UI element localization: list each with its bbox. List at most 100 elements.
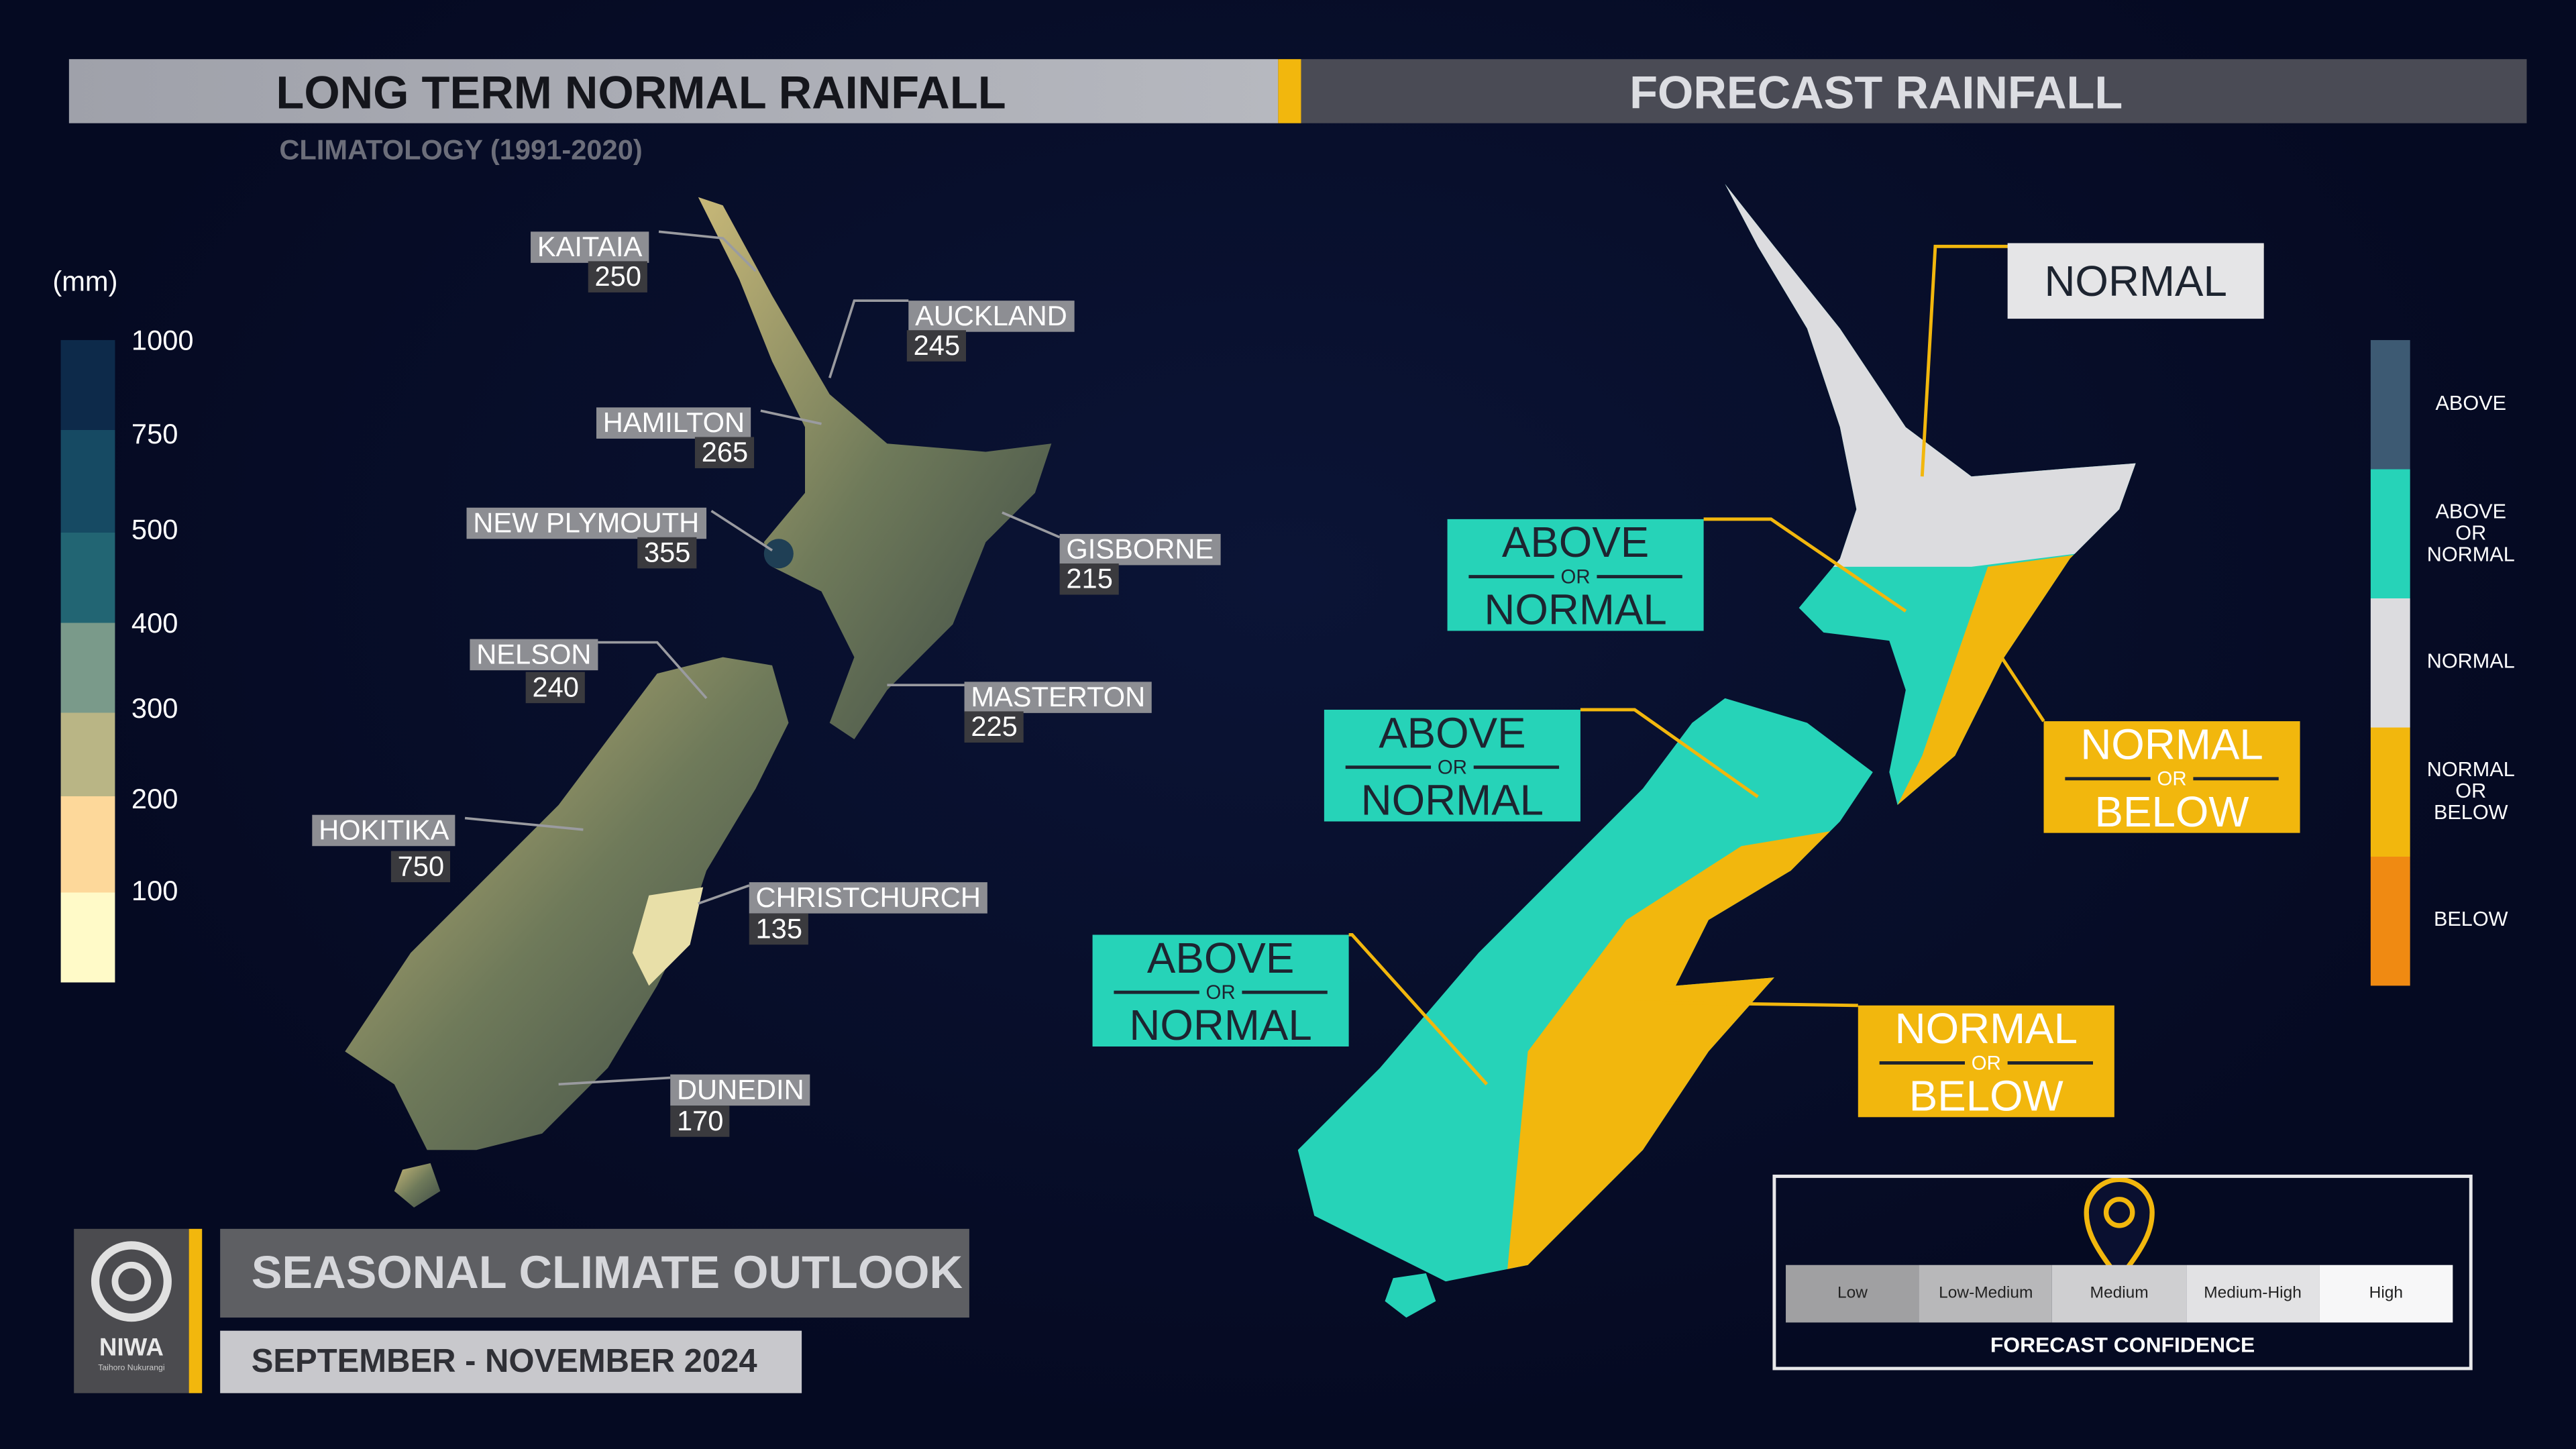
location-value: 215: [1059, 564, 1120, 595]
right-header-bar: [1301, 59, 2527, 123]
location-value: 240: [525, 672, 586, 704]
region-label: ABOVE OR NORMAL: [1324, 708, 1580, 825]
subtitle: CLIMATOLOGY (1991-2020): [279, 134, 643, 166]
confidence-level: Medium-High: [2186, 1265, 2320, 1323]
leader: [698, 884, 750, 905]
region-or: OR: [1324, 756, 1580, 779]
forecast-legend-label: ABOVE OR NORMAL: [2426, 499, 2515, 566]
region-label: NORMAL OR BELOW: [1858, 1004, 2114, 1121]
location-value: 225: [964, 711, 1024, 743]
location-value: 250: [588, 261, 648, 292]
right-title: FORECAST RAINFALL: [1629, 67, 2123, 119]
confidence-title: FORECAST CONFIDENCE: [1990, 1332, 2255, 1357]
forecast-legend-label: NORMAL: [2426, 650, 2515, 674]
forecast-colorbar: [2370, 339, 2410, 986]
location-name: GISBORNE: [1059, 533, 1220, 566]
stewart-island: [394, 1163, 441, 1208]
confidence-pin: [2084, 1177, 2155, 1283]
region-top: ABOVE: [1379, 708, 1526, 757]
south-island-terrain: [345, 657, 789, 1150]
leader: [658, 230, 757, 272]
or-text: OR: [1437, 755, 1467, 779]
forecast-legend-label: BELOW: [2433, 908, 2508, 932]
or-text: OR: [1971, 1051, 2001, 1075]
leader: [1994, 647, 2045, 722]
confidence-level: Low-Medium: [1919, 1265, 2053, 1323]
legend-tick-label: 300: [131, 693, 178, 725]
legend-tick-label: 750: [131, 419, 178, 451]
leader: [558, 1076, 671, 1086]
zone-normal: [1725, 184, 2136, 567]
location-name: KAITAIA: [531, 231, 649, 263]
region-label: NORMAL: [2007, 243, 2264, 319]
region-bottom: BELOW: [2094, 787, 2249, 837]
region-top: ABOVE: [1146, 933, 1295, 983]
location-value: 245: [906, 330, 967, 362]
footer-title: SEASONAL CLIMATE OUTLOOK: [251, 1246, 963, 1298]
location-name: AUCKLAND: [908, 301, 1074, 332]
forecast-legend-label: ABOVE: [2435, 392, 2506, 415]
location-name: HAMILTON: [596, 407, 751, 439]
region-bottom: NORMAL: [1484, 584, 1667, 635]
leader: [464, 816, 584, 831]
region-bottom: BELOW: [1909, 1071, 2063, 1121]
forecast-legend-label: NORMAL OR BELOW: [2426, 757, 2515, 824]
legend-tick-label: 100: [131, 875, 178, 907]
leader: [1703, 517, 1907, 613]
leader: [1634, 1000, 1858, 1008]
location-value: 170: [670, 1106, 731, 1137]
legend-tick-label: 500: [131, 514, 178, 546]
region-or: OR: [2044, 767, 2300, 790]
confidence-level: High: [2319, 1265, 2453, 1323]
left-title: LONG TERM NORMAL RAINFALL: [276, 67, 1006, 119]
region-label: ABOVE OR NORMAL: [1092, 933, 1349, 1050]
location-name: CHRISTCHURCH: [749, 882, 987, 914]
leader: [1348, 933, 1489, 1085]
legend-tick-label: 1000: [131, 325, 194, 357]
location-value: 135: [749, 913, 809, 945]
legend-tick-label: 400: [131, 608, 178, 639]
confidence-level: Medium: [2052, 1265, 2186, 1323]
region-label: NORMAL OR BELOW: [2043, 719, 2300, 837]
region-top: NORMAL: [2080, 719, 2263, 769]
location-name: MASTERTON: [964, 682, 1152, 713]
rainfall-colorbar: [60, 339, 115, 983]
region-top: ABOVE: [1501, 517, 1650, 567]
region-bottom: NORMAL: [1360, 775, 1544, 825]
region-or: OR: [1093, 981, 1349, 1004]
legend-unit: (mm): [52, 266, 118, 298]
logo-strip: [189, 1228, 203, 1393]
location-name: NELSON: [470, 639, 598, 671]
location-name: NEW PLYMOUTH: [466, 507, 706, 539]
canterbury-plains: [632, 887, 704, 986]
region-bottom: NORMAL: [1129, 1000, 1312, 1050]
confidence-box: [1772, 1175, 2473, 1371]
region-label: ABOVE OR NORMAL: [1447, 517, 1704, 635]
leader-lines: [464, 230, 1061, 1086]
region-top: NORMAL: [1894, 1004, 2078, 1053]
region-top: NORMAL: [2044, 255, 2227, 305]
or-text: OR: [2157, 767, 2187, 790]
leader: [710, 510, 773, 551]
leader: [1002, 511, 1061, 539]
stewart-island-forecast: [1385, 1273, 1436, 1318]
confidence-level: Low: [1786, 1265, 1919, 1323]
taranaki: [763, 539, 794, 569]
location-name: HOKITIKA: [312, 814, 456, 847]
location-name: DUNEDIN: [670, 1074, 811, 1106]
footer-title-box: [220, 1228, 969, 1318]
location-value: 265: [694, 437, 755, 468]
left-header-bar: [68, 59, 1279, 123]
region-or: OR: [1858, 1051, 2114, 1074]
region-or: OR: [1448, 565, 1704, 588]
or-text: OR: [1560, 565, 1591, 588]
leader: [598, 641, 708, 700]
logo-text: NIWA: [99, 1334, 164, 1362]
north-island-terrain: [698, 197, 1052, 740]
footer-period: SEPTEMBER - NOVEMBER 2024: [251, 1344, 757, 1381]
header-divider: [1278, 59, 1301, 123]
footer-period-box: [220, 1330, 802, 1393]
or-text: OR: [1205, 981, 1236, 1004]
